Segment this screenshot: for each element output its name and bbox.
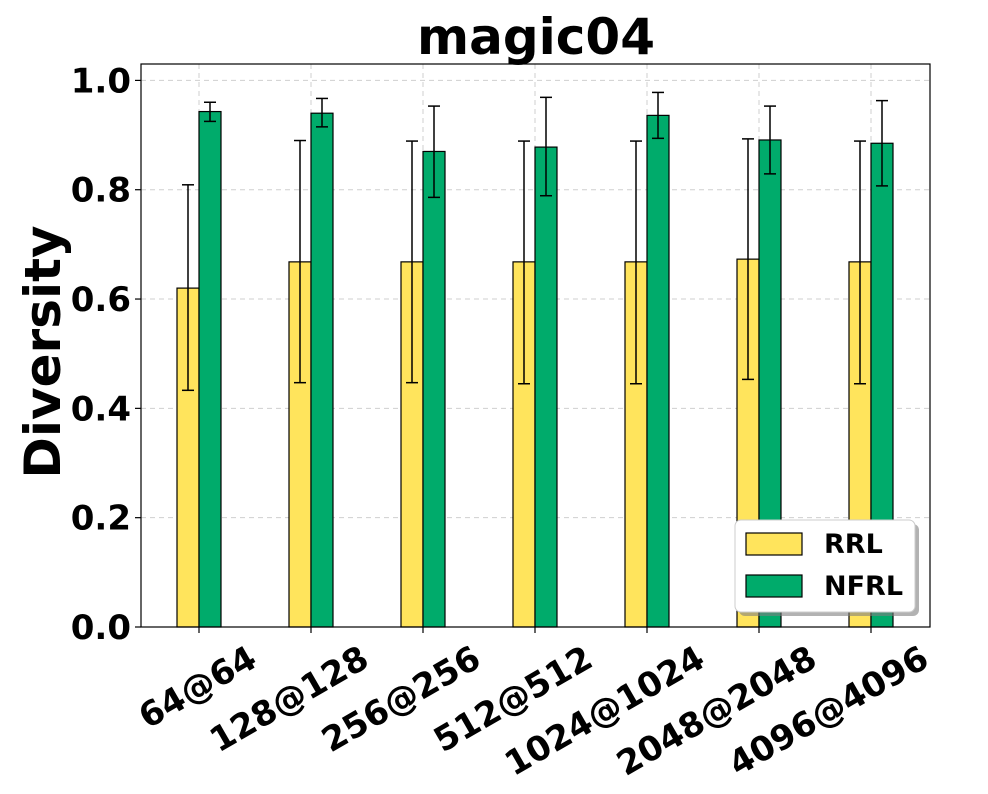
y-axis-label: Diversity	[14, 225, 72, 478]
bar-nfrl-1024@1024	[646, 114, 670, 628]
y-tick-label: 0.2	[71, 499, 131, 539]
error-bars-layer	[182, 91, 888, 392]
y-tick-label: 1.0	[71, 61, 131, 101]
bar-nfrl-64@64	[198, 110, 222, 628]
y-tick-label: 0.0	[71, 608, 131, 648]
bars-layer	[176, 110, 894, 628]
y-tick-label: 0.8	[71, 171, 131, 211]
bar-nfrl-512@512	[534, 146, 558, 628]
legend: RRL NFRL	[734, 519, 919, 616]
y-tick-label: 0.4	[71, 389, 131, 429]
bar-nfrl-128@128	[310, 112, 334, 628]
bar-nfrl-256@256	[422, 150, 446, 628]
x-ticks-layer: 64@64128@128256@256512@5121024@10242048@…	[132, 627, 936, 784]
legend-swatch-rrl	[745, 532, 803, 556]
y-tick-label: 0.6	[71, 280, 131, 320]
legend-label-nfrl: NFRL	[824, 571, 903, 602]
legend-label-rrl: RRL	[824, 529, 883, 560]
legend-swatch-nfrl	[745, 574, 803, 598]
y-ticks-layer: 0.0 0.2 0.4 0.6 0.8 1.0	[71, 61, 141, 648]
chart-title: magic04	[417, 8, 655, 66]
